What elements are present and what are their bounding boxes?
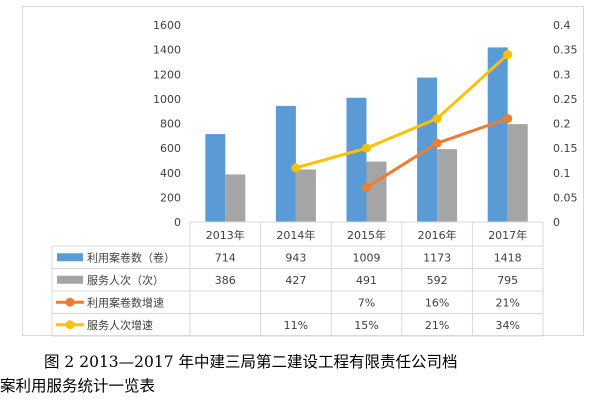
y-right-tick-label: 0.3 [553, 68, 571, 81]
y-left-tick-label: 600 [160, 142, 181, 155]
legend-key-marker [65, 297, 75, 307]
table-cell-value: 714 [215, 251, 236, 264]
y-left-tick-label: 1000 [153, 93, 181, 106]
combo-chart: 0 200 400 600 800 1000 1200 1400 1600 0 0.05 0.1 0.1… [51, 19, 578, 337]
legend-key-marker [65, 320, 75, 330]
bar [295, 169, 316, 222]
table-cell-value: 15% [354, 319, 378, 332]
y-right-tick-label: 0.1 [553, 167, 571, 180]
x-tick-label: 2016年 [418, 228, 457, 242]
y-right-tick-label: 0.35 [553, 44, 578, 57]
x-tick-label: 2014年 [276, 228, 315, 242]
table-cell-value: 7% [358, 296, 375, 309]
data-point [432, 114, 442, 124]
bar [346, 97, 367, 222]
y-left-tick-label: 1400 [153, 44, 181, 57]
figure-caption: 图 2 2013—2017 年中建三局第二建设工程有限责任公司档 案利用服务统计… [0, 350, 600, 398]
bar [487, 47, 508, 222]
caption-line-1: 图 2 2013—2017 年中建三局第二建设工程有限责任公司档 [44, 353, 458, 371]
table-cell-value: 1418 [494, 251, 522, 264]
table-cell-value: 16% [425, 296, 449, 309]
y-right-tick-label: 0 [553, 216, 560, 229]
legend-entry: 利用案卷数增速 [87, 295, 164, 309]
table-cell-value: 1173 [423, 251, 451, 264]
bar [275, 105, 296, 222]
y-right-tick-label: 0.4 [553, 19, 571, 32]
caption-line-2: 案利用服务统计一览表 [0, 377, 156, 395]
table-cell-value: 795 [497, 274, 518, 287]
data-point [362, 143, 371, 153]
series-line [295, 53, 509, 170]
legend-entry: 利用案卷数（卷） [87, 250, 175, 264]
table-cell-value: 34% [495, 319, 519, 332]
data-point [503, 50, 513, 60]
y-left-tick-label: 1200 [153, 68, 181, 81]
bar [205, 134, 226, 222]
bar [507, 124, 528, 222]
y-left-tick-label: 200 [160, 191, 181, 204]
bar [366, 161, 387, 222]
legend-entry: 服务人次（次） [87, 273, 164, 287]
y-left-tick-label: 800 [160, 118, 181, 131]
table-cell-value: 1009 [353, 251, 381, 264]
y-left-tick-label: 0 [174, 216, 181, 229]
data-point [503, 114, 513, 124]
y-left-tick-label: 1600 [153, 19, 181, 32]
table-cell-value: 21% [425, 319, 449, 332]
data-point [362, 183, 371, 193]
bar [225, 174, 246, 222]
bar [437, 149, 458, 222]
y-left-tick-label: 400 [160, 167, 181, 180]
data-point [291, 163, 301, 173]
x-tick-label: 2015年 [347, 228, 386, 242]
y-right-tick-label: 0.2 [553, 118, 571, 131]
y-right-tick-label: 0.25 [553, 93, 578, 106]
legend-key [57, 253, 83, 262]
table-cell-value: 427 [285, 274, 306, 287]
legend-entry: 服务人次增速 [87, 318, 153, 332]
table-cell-value: 592 [427, 274, 448, 287]
x-tick-label: 2017年 [488, 228, 527, 242]
table-cell-value: 491 [356, 274, 377, 287]
y-right-tick-label: 0.05 [553, 191, 578, 204]
table-cell-value: 943 [285, 251, 306, 264]
y-right-tick-label: 0.15 [553, 142, 578, 155]
data-point [432, 138, 442, 148]
x-tick-label: 2013年 [206, 228, 245, 242]
legend-key [57, 275, 83, 284]
table-cell-value: 386 [215, 274, 236, 287]
table-cell-value: 21% [495, 296, 519, 309]
table-cell-value: 11% [284, 319, 308, 332]
